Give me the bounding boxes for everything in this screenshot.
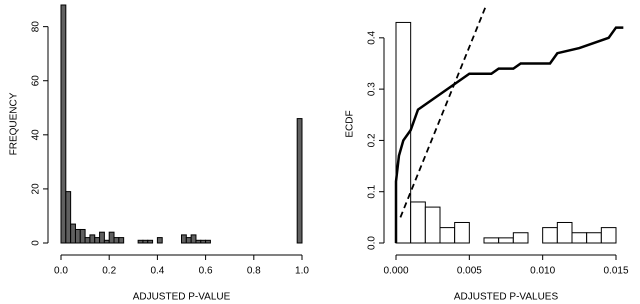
histogram-bar [108,231,115,244]
histogram-bar [74,228,81,244]
histogram-bar [542,227,558,244]
x-tick-label: 0.8 [247,266,261,277]
histogram-bar [296,118,303,244]
histogram-bar [70,223,76,244]
x-tick-label: 0.005 [457,266,482,277]
histogram-bar [181,234,187,244]
histogram-bar [571,232,588,244]
ecdf-line [394,26,624,243]
histogram-bar [200,239,207,244]
y-tick-label: 0.0 [367,236,378,250]
histogram-bar [483,237,500,244]
histogram-bar [395,21,412,244]
y-axis-title: FREQUENCY [9,92,20,155]
histogram-bar [103,239,110,244]
x-tick-label: 0.000 [383,266,408,277]
histogram-bar [600,227,617,244]
histogram-bar [94,237,101,244]
x-tick-label: 0.0 [54,266,68,277]
histogram-bar [498,237,514,244]
histogram-bar [195,239,202,244]
y-tick-label: 60 [31,75,42,87]
histogram-bar [586,232,602,244]
y-tick-label: 0.1 [367,184,378,198]
histogram-bar [99,231,105,244]
y-tick-label: 80 [31,21,42,33]
histogram-bar [118,237,125,244]
y-tick-label: 0.3 [367,82,378,96]
histogram-bar [79,228,86,244]
x-tick-label: 0.4 [150,266,164,277]
x-tick-label: 0.015 [603,266,628,277]
y-tick-label: 0 [31,240,42,246]
x-tick-label: 0.2 [102,266,116,277]
y-axis-title: ECDF [345,110,356,137]
x-tick-label: 0.6 [199,266,213,277]
y-tick-label: 40 [31,129,42,141]
histogram-bar [60,4,67,244]
histogram-bar [512,232,529,244]
x-tick-label: 0.010 [530,266,555,277]
y-tick-label: 0.4 [367,30,378,44]
histogram-bar [185,237,192,244]
histogram-bar [89,234,96,244]
x-tick-label: 1.0 [295,266,309,277]
histogram-bar [190,234,197,244]
histogram-bar [84,237,91,244]
histogram-bar [147,239,154,244]
histogram-bar [454,221,470,244]
histogram-bar [424,206,441,244]
y-tick-label: 20 [31,183,42,195]
histogram-bar [65,191,72,244]
histogram-bar [156,237,163,244]
y-tick-label: 0.2 [367,133,378,147]
x-axis-title: ADJUSTED P-VALUE [133,292,231,303]
histogram-bar [205,239,211,244]
histogram-bar [439,227,456,244]
x-axis-title: ADJUSTED P-VALUES [454,292,559,303]
histogram-bar [410,201,426,244]
histogram-bar [113,237,120,244]
histogram-bar [556,221,573,244]
histogram-bar [137,239,144,244]
reference-line [399,6,487,218]
histogram-bar [142,239,149,244]
